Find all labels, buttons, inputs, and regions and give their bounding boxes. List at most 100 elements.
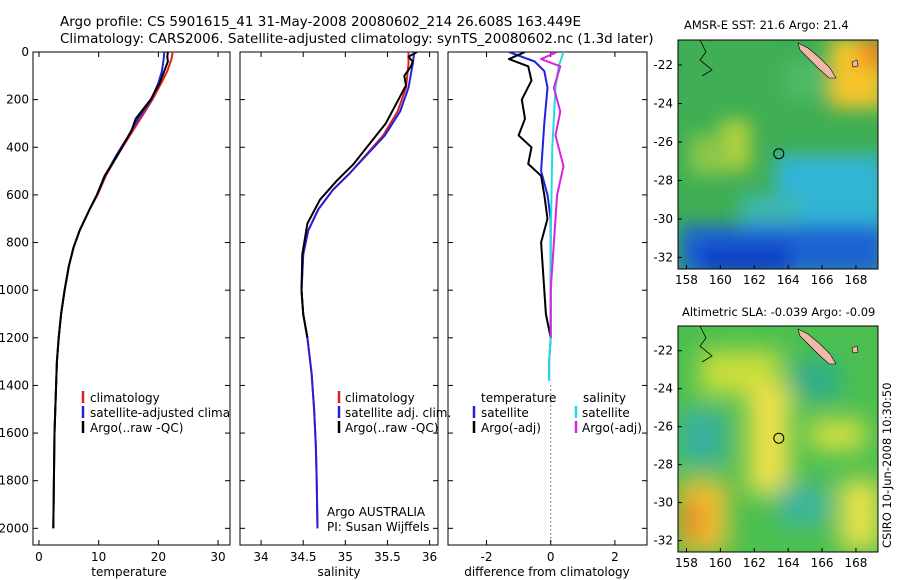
legend-label-temp-argo: Argo(-adj) xyxy=(481,421,541,435)
y-tick-label: 600 xyxy=(6,188,29,202)
series-line xyxy=(540,52,565,338)
map-y-tick-label: -30 xyxy=(653,496,673,510)
annotation-line-2: PI: Susan Wijffels xyxy=(327,520,429,534)
x-axis-label-difference: difference from climatology xyxy=(464,565,630,579)
map-x-tick-label: 158 xyxy=(675,556,698,570)
map-y-tick-label: -24 xyxy=(653,97,673,111)
legend-label-satellite: satellite-adjusted climatology xyxy=(90,406,268,420)
sla-land-island xyxy=(851,345,859,354)
map-x-tick-label: 168 xyxy=(845,273,868,287)
series-line xyxy=(52,52,169,529)
y-tick-label: 1400 xyxy=(0,378,29,392)
sla-map-axes: 158 160 162 164 166 168 -22 -24 -26 -28 -30 -32 xyxy=(653,344,867,570)
x-tick-label: 35 xyxy=(338,550,353,564)
temperature-legend: climatology satellite-adjusted climatolo… xyxy=(81,391,268,435)
difference-legend: temperature salinity satellite Argo(-adj… xyxy=(472,391,642,435)
map-y-tick-label: -32 xyxy=(653,534,673,548)
y-tick-label: 1600 xyxy=(0,426,29,440)
map-y-tick-label: -22 xyxy=(653,344,673,358)
y-tick-label: 400 xyxy=(6,140,29,154)
map-y-tick-label: -22 xyxy=(653,58,673,72)
series-line xyxy=(508,52,552,338)
series-group xyxy=(52,52,174,529)
x-tick-label: 35.5 xyxy=(374,550,401,564)
sla-low-patch xyxy=(680,410,725,465)
series-line xyxy=(508,52,552,381)
series-group xyxy=(508,52,565,381)
sst-coastline xyxy=(684,40,713,77)
x-tick-label: 10 xyxy=(91,550,106,564)
sla-map xyxy=(678,326,878,552)
legend-label-climatology: climatology xyxy=(90,391,160,405)
y-tick-label: 0 xyxy=(21,45,29,59)
sla-coastline xyxy=(684,326,713,363)
map-x-tick-label: 158 xyxy=(675,273,698,287)
map-x-tick-label: 160 xyxy=(709,273,732,287)
y-tick-label: 2000 xyxy=(0,521,29,535)
sst-land-new-caledonia xyxy=(797,42,837,79)
sst-land-island xyxy=(851,59,859,68)
sla-peak-patch xyxy=(680,500,705,540)
x-tick-label: 36 xyxy=(422,550,437,564)
x-axis-label-temperature: temperature xyxy=(91,565,166,579)
map-y-tick-label: -24 xyxy=(653,382,673,396)
y-tick-label: 1800 xyxy=(0,474,29,488)
y-tick-label: 1000 xyxy=(0,283,29,297)
y-tick-label: 800 xyxy=(6,236,29,250)
y-tick-label: 200 xyxy=(6,93,29,107)
map-y-tick-label: -32 xyxy=(653,250,673,264)
sla-high-patch xyxy=(810,420,865,450)
series-line xyxy=(52,52,166,529)
map-x-tick-label: 164 xyxy=(777,273,800,287)
sla-map-title: Altimetric SLA: -0.039 Argo: -0.09 xyxy=(682,305,876,319)
map-x-tick-label: 162 xyxy=(743,273,766,287)
x-tick-label: 34.5 xyxy=(290,550,317,564)
salinity-panel-frame xyxy=(239,51,439,546)
salinity-legend: climatology satellite adj. clim. Argo(..… xyxy=(327,391,451,534)
sla-high-patch xyxy=(840,480,878,550)
argo-float-marker xyxy=(773,148,785,160)
series-line xyxy=(548,52,565,381)
title-line-2: Climatology: CARS2006. Satellite-adjuste… xyxy=(60,31,654,47)
map-y-tick-label: -28 xyxy=(653,458,673,472)
map-y-tick-label: -28 xyxy=(653,173,673,187)
map-x-tick-label: 162 xyxy=(743,556,766,570)
map-x-tick-label: 164 xyxy=(777,556,800,570)
sst-map-title: AMSR-E SST: 21.6 Argo: 21.4 xyxy=(684,18,849,32)
x-tick-label: 0 xyxy=(547,550,555,564)
map-x-tick-label: 168 xyxy=(845,556,868,570)
title-line-1: Argo profile: CS 5901615_41 31-May-2008 … xyxy=(60,14,581,30)
difference-panel-frame xyxy=(447,51,648,546)
series-line xyxy=(300,52,418,338)
legend-label-climatology: climatology xyxy=(345,391,415,405)
legend-label-argo: Argo(..raw -QC) xyxy=(90,421,183,435)
x-tick-label: 2 xyxy=(611,550,619,564)
sst-warm-patch xyxy=(860,40,878,68)
series-group xyxy=(300,52,418,529)
sla-low-patch xyxy=(790,360,840,400)
legend-label-sal-satellite: satellite xyxy=(582,406,630,420)
difference-plot: -2 0 2 xyxy=(448,51,647,564)
sst-map-frame xyxy=(677,39,879,270)
legend-group-salinity: salinity xyxy=(583,391,626,405)
map-y-tick-label: -26 xyxy=(653,420,673,434)
map-y-tick-label: -26 xyxy=(653,135,673,149)
legend-label-satellite: satellite adj. clim. xyxy=(345,406,451,420)
legend-label-argo: Argo(..raw -QC) xyxy=(345,421,438,435)
temperature-plot: 0 10 20 30 0 200 400 600 800 1000 1200 1400 1600 1800… xyxy=(0,45,230,564)
x-tick-label: 20 xyxy=(151,550,166,564)
sst-warm-patch xyxy=(690,135,730,175)
map-x-tick-label: 166 xyxy=(811,556,834,570)
x-tick-label: 0 xyxy=(35,550,43,564)
sst-map-axes: 158 160 162 164 166 168 -22 -24 -26 -28 -30 -32 xyxy=(653,58,867,287)
x-tick-label: 30 xyxy=(210,550,225,564)
sla-map-frame xyxy=(677,325,879,553)
x-axis-label-salinity: salinity xyxy=(317,565,360,579)
x-tick-label: 34 xyxy=(253,550,268,564)
argo-float-marker xyxy=(773,432,785,444)
sla-low-patch xyxy=(778,485,828,525)
map-x-tick-label: 166 xyxy=(811,273,834,287)
salinity-plot: 34 34.5 35 35.5 36 xyxy=(240,51,438,564)
legend-label-temp-satellite: satellite xyxy=(481,406,529,420)
